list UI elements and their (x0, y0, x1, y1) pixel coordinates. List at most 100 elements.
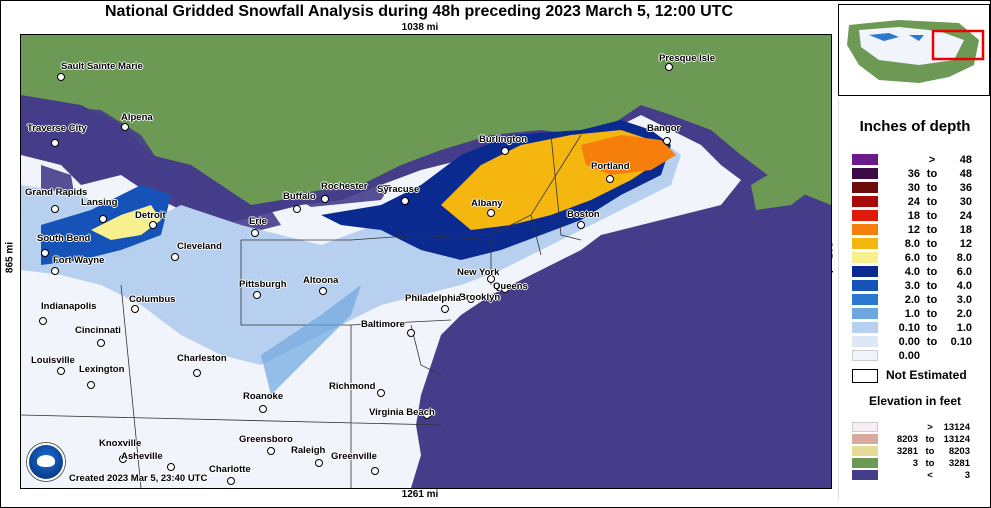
city-dot (97, 339, 105, 347)
elevation-swatch (852, 422, 878, 432)
lake-ontario (291, 185, 391, 207)
elevation-hi: 13124 (943, 422, 970, 433)
noaa-logo (27, 443, 65, 481)
city-label: Syracuse (377, 184, 420, 195)
city-dot (487, 275, 495, 283)
legend-hi: 6.0 (956, 266, 972, 278)
legend-title: Inches of depth (859, 118, 971, 135)
elevation-lo: > (927, 422, 933, 433)
legend-lo: 36 (907, 168, 920, 180)
city-label: Portland (591, 161, 630, 172)
legend-hi: 1.0 (956, 322, 972, 334)
legend-lo: 6.0 (904, 252, 920, 264)
legend-swatch (852, 322, 878, 333)
city-label: Presque Isle (659, 53, 715, 64)
legend-to: to (926, 196, 938, 208)
elevation-lo: < (927, 470, 933, 481)
city-dot (267, 447, 275, 455)
elevation-to: to (925, 434, 935, 445)
city-dot (251, 229, 259, 237)
created-timestamp: Created 2023 Mar 5, 23:40 UTC (69, 473, 208, 484)
city-label: Altoona (303, 275, 339, 286)
legend-hi: 12 (959, 238, 972, 250)
city-label: Rochester (321, 181, 368, 192)
elevation-swatch (852, 434, 878, 444)
legend-hi: 8.0 (956, 252, 972, 264)
city-label: Roanoke (243, 391, 284, 402)
legend-to: to (926, 294, 938, 306)
city-dot (319, 287, 327, 295)
legend-swatch (852, 266, 878, 277)
city-label: Philadelphia (405, 293, 461, 304)
city-dot (193, 369, 201, 377)
elevation-legend-title: Elevation in feet (868, 394, 962, 408)
city-label: Columbus (129, 294, 176, 305)
legend-hi: 48 (959, 168, 972, 180)
inset-snow (869, 33, 924, 41)
legend-to: to (926, 238, 938, 250)
canada-land (21, 35, 831, 205)
city-dot (131, 305, 139, 313)
city-dot (467, 295, 475, 303)
locator-inset-map (838, 4, 990, 96)
city-dot (259, 405, 267, 413)
city-dot (501, 285, 509, 293)
nova-scotia-land (751, 145, 831, 210)
inset-region-box (931, 29, 985, 61)
elevation-hi: 3 (964, 470, 970, 481)
city-dot (663, 137, 671, 145)
legend-lo: 0.10 (898, 322, 920, 334)
city-dot (371, 467, 379, 475)
legend-lo: 8.0 (904, 238, 920, 250)
city-label: Buffalo (283, 191, 316, 202)
elevation-to: to (925, 446, 935, 457)
elevation-lo: 3 (912, 458, 918, 469)
legend-to: to (926, 168, 938, 180)
city-label: Fort Wayne (53, 255, 105, 266)
city-label: Indianapolis (41, 301, 97, 312)
city-label: South Bend (37, 233, 91, 244)
city-label: Bangor (647, 123, 681, 134)
city-label: Lansing (81, 197, 118, 208)
legend-swatch (852, 196, 878, 207)
city-label: Albany (471, 198, 503, 209)
distance-bottom-label: 1261 mi (401, 489, 439, 500)
city-dot (227, 477, 235, 485)
legend-lo: 24 (907, 196, 920, 208)
map-title: National Gridded Snowfall Analysis durin… (104, 3, 733, 20)
legend-lo: 30 (907, 182, 920, 194)
city-dot (57, 367, 65, 375)
snowfall-map: Sault Sainte Marie Presque Isle Alpena T… (20, 34, 832, 489)
inset-graphic (839, 5, 989, 95)
city-dot (423, 411, 431, 419)
city-label: Greensboro (239, 434, 293, 445)
city-label: Knoxville (99, 438, 142, 449)
legend-swatch (852, 238, 878, 249)
city-dot (51, 205, 59, 213)
city-dot (87, 381, 95, 389)
legend-swatch (852, 182, 878, 193)
legend-hi: 0.10 (950, 336, 972, 348)
city-label: Detroit (135, 210, 166, 221)
city-label: Burlington (479, 134, 528, 145)
city-label: Raleigh (291, 445, 326, 456)
city-dot (577, 221, 585, 229)
elevation-swatch (852, 458, 878, 468)
city-dot (167, 463, 175, 471)
not-estimated-swatch (852, 369, 878, 383)
legend-lo: 0.00 (898, 336, 920, 348)
city-label: Alpena (121, 112, 153, 123)
city-label: Brooklyn (459, 292, 501, 303)
legend-to: to (926, 210, 938, 222)
legend-to: to (926, 182, 938, 194)
city-dot (441, 305, 449, 313)
legend-lo: 1.0 (904, 308, 920, 320)
city-label: Queens (493, 281, 528, 292)
legend-to: to (926, 308, 938, 320)
elevation-lo: 8203 (896, 434, 918, 445)
city-dot (606, 175, 614, 183)
snow-michigan-heavy (91, 205, 161, 240)
elevation-hi: 13124 (943, 434, 970, 445)
city-dot (401, 197, 409, 205)
city-label: Richmond (329, 381, 376, 392)
